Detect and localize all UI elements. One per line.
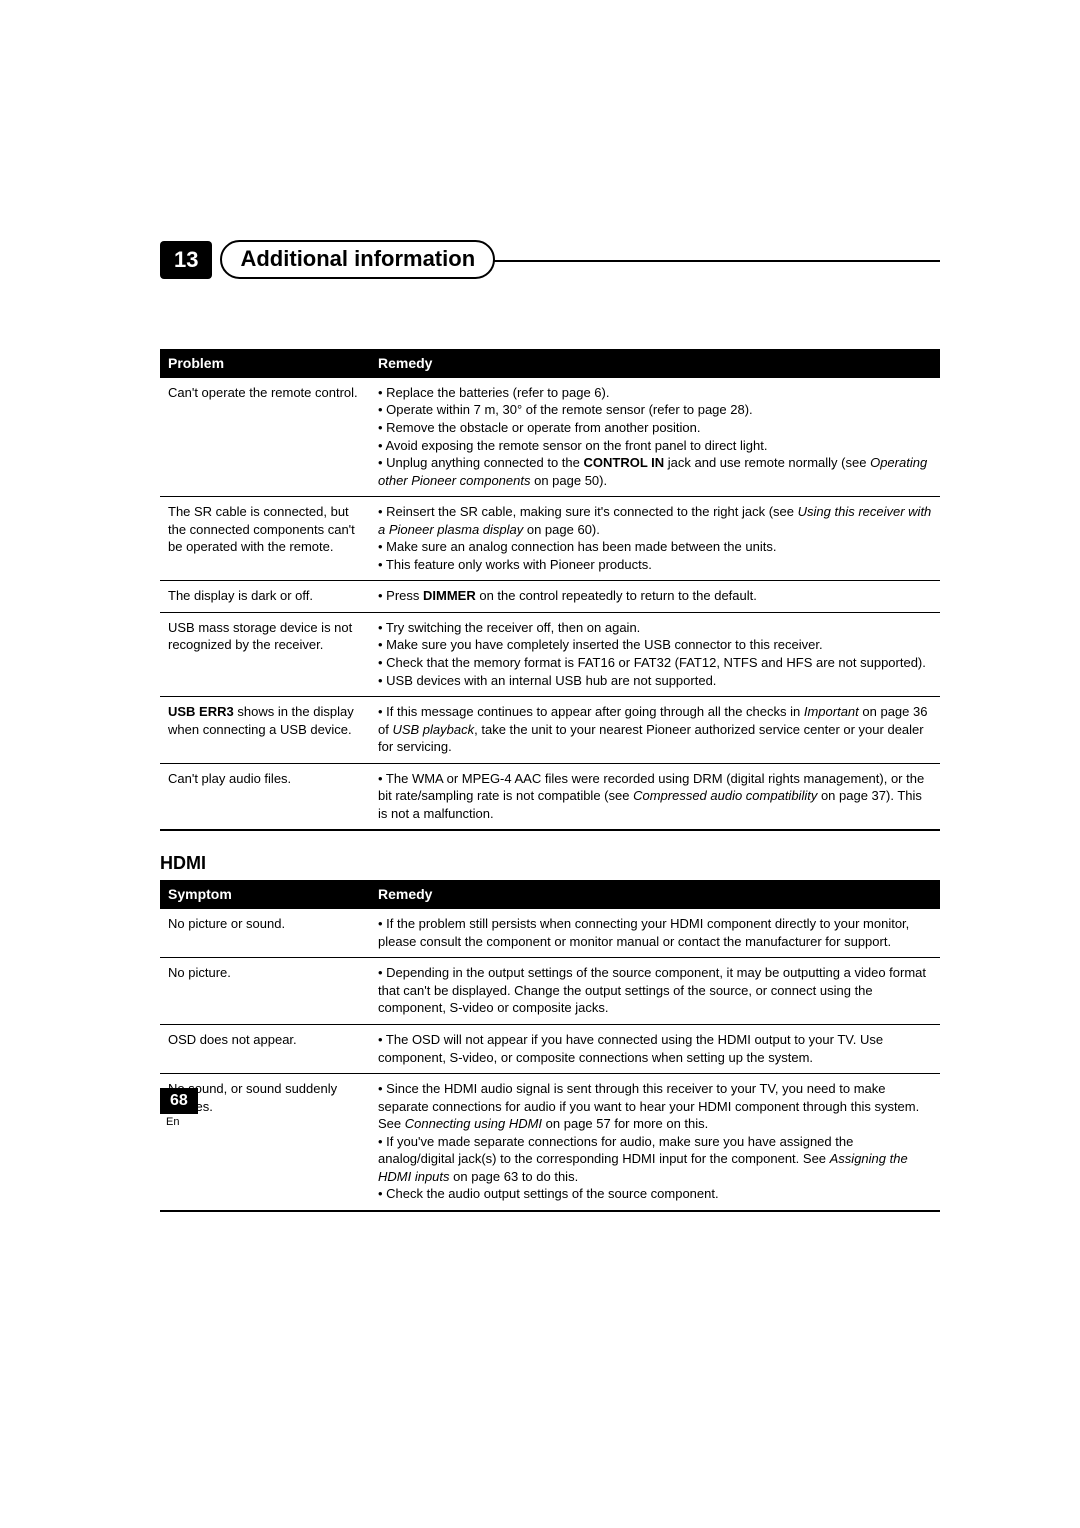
- table-row: No sound, or sound suddenly ceases. • Si…: [160, 1074, 940, 1211]
- remedy-cell: • If the problem still persists when con…: [370, 909, 940, 958]
- remedy-cell: • The OSD will not appear if you have co…: [370, 1025, 940, 1074]
- col-header-symptom: Symptom: [160, 880, 370, 909]
- chapter-rule: [493, 260, 940, 262]
- chapter-header: 13 Additional information: [160, 240, 940, 279]
- symptom-cell: No picture.: [160, 958, 370, 1025]
- table-row: No picture or sound. • If the problem st…: [160, 909, 940, 958]
- symptom-cell: OSD does not appear.: [160, 1025, 370, 1074]
- problem-cell: USB ERR3 shows in the display when conne…: [160, 697, 370, 764]
- table-row: Can't play audio files. • The WMA or MPE…: [160, 763, 940, 830]
- language-code: En: [160, 1116, 198, 1128]
- table-row: Can't operate the remote control. • Repl…: [160, 378, 940, 497]
- col-header-remedy: Remedy: [370, 880, 940, 909]
- troubleshooting-table-general: Problem Remedy Can't operate the remote …: [160, 349, 940, 831]
- troubleshooting-table-hdmi: Symptom Remedy No picture or sound. • If…: [160, 880, 940, 1212]
- table-row: OSD does not appear. • The OSD will not …: [160, 1025, 940, 1074]
- remedy-cell: • Try switching the receiver off, then o…: [370, 612, 940, 696]
- table-row: No picture. • Depending in the output se…: [160, 958, 940, 1025]
- col-header-remedy: Remedy: [370, 349, 940, 378]
- problem-cell: The display is dark or off.: [160, 581, 370, 613]
- col-header-problem: Problem: [160, 349, 370, 378]
- page-footer: 68 En: [160, 1088, 198, 1128]
- problem-cell: USB mass storage device is not recognize…: [160, 612, 370, 696]
- section-title-hdmi: HDMI: [160, 853, 940, 874]
- chapter-number: 13: [160, 241, 212, 279]
- remedy-cell: • Press DIMMER on the control repeatedly…: [370, 581, 940, 613]
- remedy-cell: • If this message continues to appear af…: [370, 697, 940, 764]
- page-number: 68: [160, 1088, 198, 1114]
- remedy-cell: • Depending in the output settings of th…: [370, 958, 940, 1025]
- remedy-cell: • Reinsert the SR cable, making sure it'…: [370, 497, 940, 581]
- table-row: The SR cable is connected, but the conne…: [160, 497, 940, 581]
- chapter-title: Additional information: [220, 240, 495, 279]
- problem-cell: Can't play audio files.: [160, 763, 370, 830]
- table-row: USB ERR3 shows in the display when conne…: [160, 697, 940, 764]
- table-row: USB mass storage device is not recognize…: [160, 612, 940, 696]
- problem-cell: Can't operate the remote control.: [160, 378, 370, 497]
- symptom-cell: No picture or sound.: [160, 909, 370, 958]
- problem-cell: The SR cable is connected, but the conne…: [160, 497, 370, 581]
- remedy-cell: • Replace the batteries (refer to page 6…: [370, 378, 940, 497]
- remedy-cell: • The WMA or MPEG-4 AAC files were recor…: [370, 763, 940, 830]
- table-row: The display is dark or off. • Press DIMM…: [160, 581, 940, 613]
- remedy-cell: • Since the HDMI audio signal is sent th…: [370, 1074, 940, 1211]
